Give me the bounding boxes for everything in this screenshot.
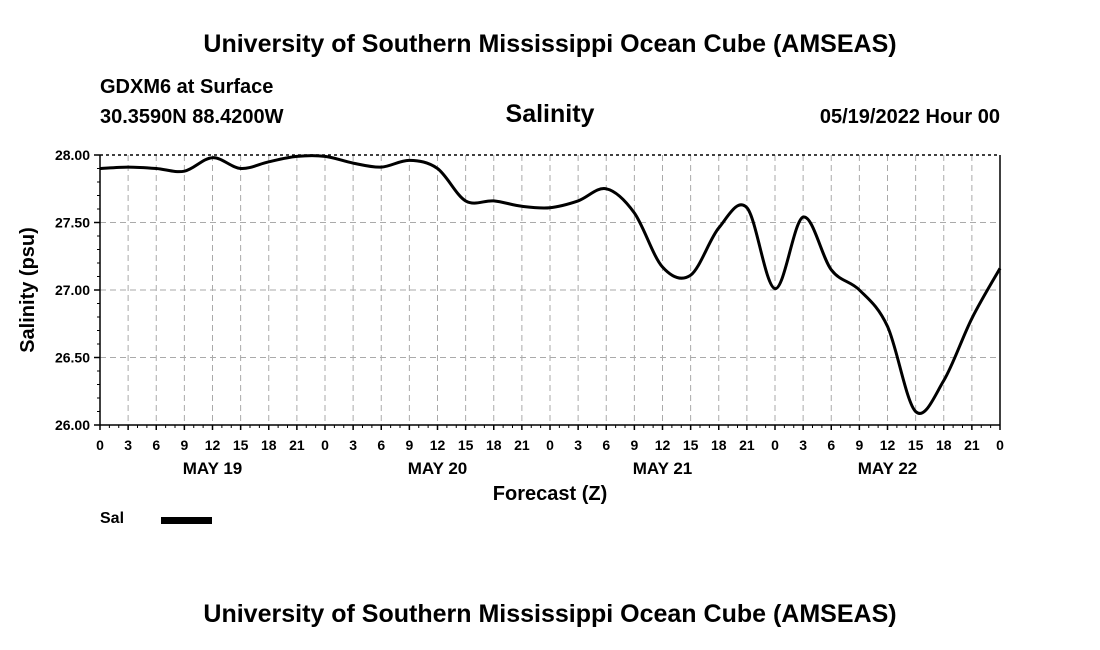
x-tick-label: 3 bbox=[574, 437, 582, 453]
x-tick-label: 6 bbox=[827, 437, 835, 453]
x-tick-label: 9 bbox=[180, 437, 188, 453]
x-tick-label: 9 bbox=[630, 437, 638, 453]
series bbox=[99, 154, 1002, 415]
x-tick-label: 3 bbox=[124, 437, 132, 453]
date-label: MAY 19 bbox=[183, 459, 243, 478]
x-tick-label: 15 bbox=[908, 437, 924, 453]
x-tick-label: 18 bbox=[486, 437, 502, 453]
footer-title: University of Southern Mississippi Ocean… bbox=[203, 600, 897, 628]
x-tick-label: 18 bbox=[261, 437, 277, 453]
x-tick-label: 15 bbox=[233, 437, 249, 453]
x-tick-label: 6 bbox=[377, 437, 385, 453]
ticks: 26.00 26.50 27.00 27.50 28.00 0 3 6 9 12 15 18 21 0 3 6… bbox=[55, 147, 1004, 478]
x-tick-label: 21 bbox=[964, 437, 980, 453]
x-tick-label: 3 bbox=[349, 437, 357, 453]
x-tick-label: 12 bbox=[430, 437, 446, 453]
x-tick-label: 0 bbox=[96, 437, 104, 453]
chart-subtitle: Salinity bbox=[505, 100, 595, 128]
date-label: MAY 22 bbox=[858, 459, 918, 478]
grid bbox=[100, 154, 1000, 425]
x-tick-label: 12 bbox=[655, 437, 671, 453]
x-tick-label: 15 bbox=[458, 437, 474, 453]
x-tick-label: 6 bbox=[152, 437, 160, 453]
x-tick-label: 15 bbox=[683, 437, 699, 453]
x-tick-label: 18 bbox=[711, 437, 727, 453]
x-tick-label: 21 bbox=[289, 437, 305, 453]
x-tick-label: 0 bbox=[771, 437, 779, 453]
x-tick-label: 0 bbox=[996, 437, 1004, 453]
y-tick-label: 26.50 bbox=[55, 350, 90, 366]
x-tick-label: 18 bbox=[936, 437, 952, 453]
y-tick-label: 27.00 bbox=[55, 282, 90, 298]
x-tick-label: 9 bbox=[405, 437, 413, 453]
x-tick-label: 6 bbox=[602, 437, 610, 453]
y-axis-label: Salinity (psu) bbox=[17, 227, 39, 353]
y-tick-label: 28.00 bbox=[55, 147, 90, 163]
x-tick-label: 12 bbox=[880, 437, 896, 453]
chart-title-main: University of Southern Mississippi Ocean… bbox=[203, 30, 897, 58]
x-tick-label: 0 bbox=[321, 437, 329, 453]
x-tick-label: 0 bbox=[546, 437, 554, 453]
x-tick-label: 3 bbox=[799, 437, 807, 453]
series-line-sal bbox=[99, 154, 1002, 415]
station-coordinates: 30.3590N 88.4200W bbox=[100, 106, 284, 128]
x-axis-label: Forecast (Z) bbox=[493, 483, 607, 505]
date-label: MAY 21 bbox=[633, 459, 693, 478]
date-label: MAY 20 bbox=[408, 459, 468, 478]
x-tick-label: 21 bbox=[739, 437, 755, 453]
legend-swatch bbox=[161, 517, 212, 524]
station-name: GDXM6 at Surface bbox=[100, 76, 274, 98]
y-tick-label: 27.50 bbox=[55, 215, 90, 231]
forecast-datetime: 05/19/2022 Hour 00 bbox=[819, 106, 1000, 128]
y-tick-label: 26.00 bbox=[55, 417, 90, 433]
x-tick-label: 12 bbox=[205, 437, 221, 453]
x-tick-label: 21 bbox=[514, 437, 530, 453]
x-tick-label: 9 bbox=[855, 437, 863, 453]
legend-label: Sal bbox=[100, 510, 125, 527]
